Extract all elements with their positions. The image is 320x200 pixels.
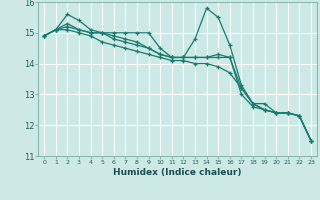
X-axis label: Humidex (Indice chaleur): Humidex (Indice chaleur)	[113, 168, 242, 177]
